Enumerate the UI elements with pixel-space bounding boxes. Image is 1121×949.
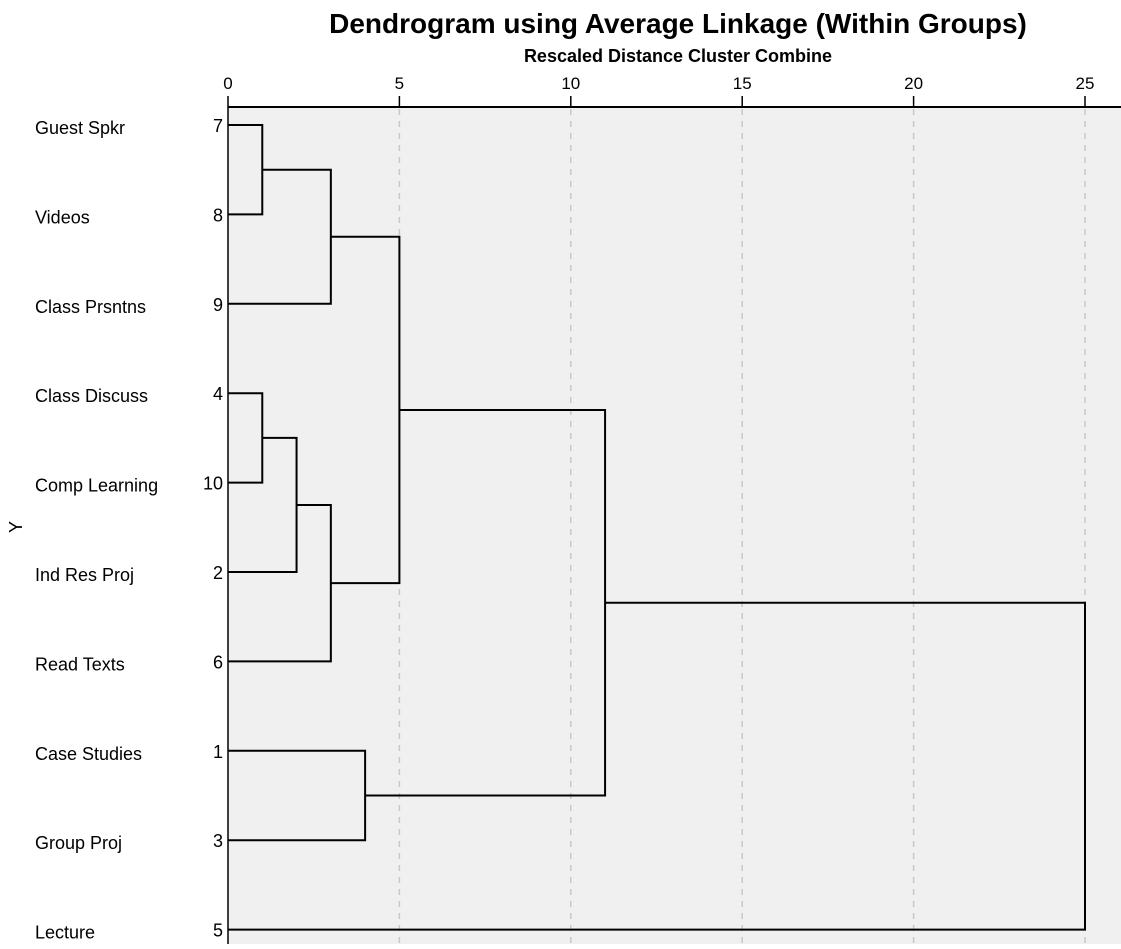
plot-background: [228, 107, 1121, 944]
leaf-id: 2: [213, 563, 223, 583]
y-axis-label: Y: [6, 521, 26, 533]
leaf-label: Case Studies: [35, 744, 142, 764]
leaf-labels: Guest Spkr 7 Videos 8 Class Prsntns 9 Class Di…: [35, 116, 223, 943]
leaf-id: 3: [213, 831, 223, 851]
leaf-id: 8: [213, 205, 223, 225]
chart-subtitle: Rescaled Distance Cluster Combine: [524, 46, 832, 66]
leaf-label: Group Proj: [35, 833, 122, 853]
x-tick-label-15: 15: [733, 74, 752, 93]
leaf-label: Class Discuss: [35, 386, 148, 406]
leaf-id: 6: [213, 652, 223, 672]
x-tick-label-5: 5: [395, 74, 404, 93]
leaf-label: Videos: [35, 207, 90, 227]
leaf-label: Read Texts: [35, 654, 125, 674]
x-tick-label-10: 10: [561, 74, 580, 93]
leaf-id: 4: [213, 384, 223, 404]
leaf-label: Lecture: [35, 923, 95, 943]
leaf-label: Guest Spkr: [35, 118, 125, 138]
leaf-label: Class Prsntns: [35, 297, 146, 317]
chart-title: Dendrogram using Average Linkage (Within…: [329, 8, 1027, 39]
leaf-id: 9: [213, 295, 223, 315]
leaf-id: 5: [213, 921, 223, 941]
leaf-id: 1: [213, 742, 223, 762]
x-tick-label-20: 20: [904, 74, 923, 93]
x-axis-ticks: 0 5 10 15 20 25: [223, 74, 1094, 107]
leaf-label: Ind Res Proj: [35, 565, 134, 585]
x-tick-label-25: 25: [1076, 74, 1095, 93]
x-tick-label-0: 0: [223, 74, 232, 93]
leaf-id: 10: [203, 474, 223, 494]
leaf-id: 7: [213, 116, 223, 136]
leaf-label: Comp Learning: [35, 476, 158, 496]
